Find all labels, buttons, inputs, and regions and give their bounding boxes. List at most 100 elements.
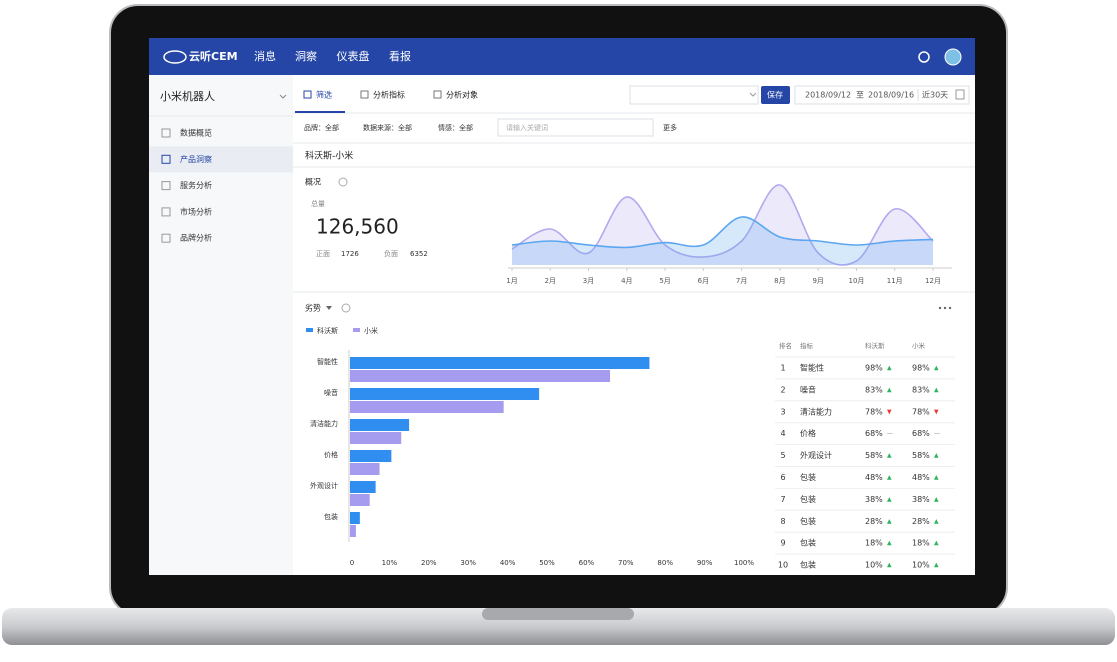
- x-tick-label: 6月: [698, 277, 709, 285]
- logo-icon: [163, 50, 187, 64]
- x-tick-label: 12月: [925, 277, 941, 285]
- trend-icon: ▲: [934, 562, 939, 569]
- bar: [350, 432, 402, 444]
- table-cell: 5: [780, 451, 785, 460]
- nav-item[interactable]: 仪表盘: [337, 49, 370, 63]
- section-title: 概况: [305, 177, 321, 187]
- settings-icon[interactable]: [918, 51, 930, 63]
- x-tick-label: 10%: [382, 559, 398, 567]
- table-cell: 包装: [800, 494, 816, 504]
- total-label: 总量: [311, 199, 325, 208]
- trend-icon: ▼: [934, 408, 939, 415]
- y-tick-label: 外观设计: [310, 481, 338, 490]
- legend-label[interactable]: 小米: [364, 326, 378, 335]
- filter[interactable]: 数据来源：全部: [363, 123, 412, 132]
- tab[interactable]: 分析对象: [446, 90, 478, 100]
- tab[interactable]: 分析指标: [373, 90, 405, 100]
- table-cell: 38%: [865, 495, 883, 504]
- bar: [350, 388, 540, 400]
- date-preset[interactable]: 近30天: [922, 90, 948, 100]
- legend-label[interactable]: 科沃斯: [317, 326, 338, 335]
- bar: [350, 357, 650, 369]
- help-icon[interactable]: [338, 177, 348, 187]
- menu-item[interactable]: 服务分析: [180, 180, 212, 190]
- x-tick-label: 11月: [887, 277, 903, 285]
- table-cell: 98%: [865, 364, 883, 373]
- table-cell: 98%: [912, 364, 930, 373]
- bar: [350, 401, 504, 413]
- trend-icon: ▲: [887, 562, 892, 569]
- search-box[interactable]: [497, 118, 654, 137]
- nav-item[interactable]: 消息: [254, 49, 276, 63]
- menu-item[interactable]: 产品洞察: [180, 154, 212, 164]
- table-cell: 8: [780, 517, 785, 526]
- trend-icon: ▲: [934, 496, 939, 503]
- positive-value: 1726: [341, 250, 359, 258]
- table-cell: 包装: [800, 560, 816, 570]
- table-cell: 48%: [912, 473, 930, 482]
- y-tick-label: 价格: [324, 450, 338, 459]
- table-cell: 28%: [912, 517, 930, 526]
- table-cell: 48%: [865, 473, 883, 482]
- table-cell: 83%: [865, 385, 883, 394]
- y-tick-label: 智能性: [317, 357, 338, 366]
- table-header: 小米: [912, 341, 926, 350]
- nav-item[interactable]: 看报: [389, 49, 411, 63]
- x-tick-label: 20%: [421, 559, 437, 567]
- y-tick-label: 清洁能力: [310, 419, 338, 428]
- trend-icon: —: [887, 430, 893, 437]
- menu-icon: [161, 128, 171, 138]
- table-cell: 58%: [865, 451, 883, 460]
- select-box[interactable]: [629, 85, 759, 105]
- trend-icon: ▼: [887, 408, 892, 415]
- x-tick-label: 50%: [539, 559, 555, 567]
- x-tick-label: 8月: [774, 277, 785, 285]
- nav-item[interactable]: 洞察: [295, 49, 317, 63]
- table-cell: 18%: [865, 539, 883, 548]
- table-cell: 价格: [800, 428, 816, 438]
- line: [511, 184, 934, 266]
- search-placeholder: 请输入关键词: [506, 123, 548, 132]
- x-tick-label: 7月: [736, 277, 747, 285]
- laptop-base: [2, 608, 1115, 645]
- table-cell: 58%: [912, 451, 930, 460]
- table-cell: 外观设计: [800, 450, 832, 460]
- menu-icon: [161, 181, 171, 191]
- help-icon[interactable]: [341, 303, 351, 313]
- page-title: 科沃斯-小米: [305, 150, 353, 162]
- filter[interactable]: 品牌：全部: [304, 123, 339, 132]
- trend-icon: ▲: [934, 540, 939, 547]
- menu-item[interactable]: 品牌分析: [180, 233, 212, 243]
- bar: [350, 463, 380, 475]
- table-cell: 2: [780, 385, 785, 394]
- table-cell: 4: [780, 429, 785, 438]
- legend-swatch: [353, 328, 360, 332]
- x-tick-label: 0: [350, 559, 354, 567]
- menu-item[interactable]: 市场分析: [180, 206, 212, 216]
- trend-icon: ▲: [887, 496, 892, 503]
- x-tick-label: 10月: [848, 277, 864, 285]
- save-button[interactable]: [761, 86, 790, 104]
- trend-icon: ▲: [934, 452, 939, 459]
- line: [511, 216, 934, 249]
- section-title[interactable]: 劣势: [305, 303, 321, 313]
- filter[interactable]: 情感：全部: [438, 123, 473, 132]
- menu-icon: [161, 207, 171, 217]
- bar: [350, 494, 370, 506]
- more-menu[interactable]: [938, 306, 952, 310]
- x-tick-label: 5月: [659, 277, 670, 285]
- menu-icon: [161, 233, 171, 243]
- date-range[interactable]: [794, 85, 970, 105]
- avatar[interactable]: [944, 48, 962, 66]
- project-name[interactable]: 小米机器人: [160, 89, 215, 103]
- trend-icon: —: [934, 430, 940, 437]
- menu-item[interactable]: 数据概览: [180, 128, 212, 138]
- x-tick-label: 70%: [618, 559, 634, 567]
- more-filters[interactable]: 更多: [663, 123, 677, 132]
- logo: 云听CEM: [189, 49, 238, 63]
- save-label: 保存: [767, 90, 783, 100]
- tab[interactable]: 筛选: [316, 90, 332, 100]
- table-cell: 38%: [912, 495, 930, 504]
- table-cell: 18%: [912, 539, 930, 548]
- dropdown-icon: [326, 306, 332, 310]
